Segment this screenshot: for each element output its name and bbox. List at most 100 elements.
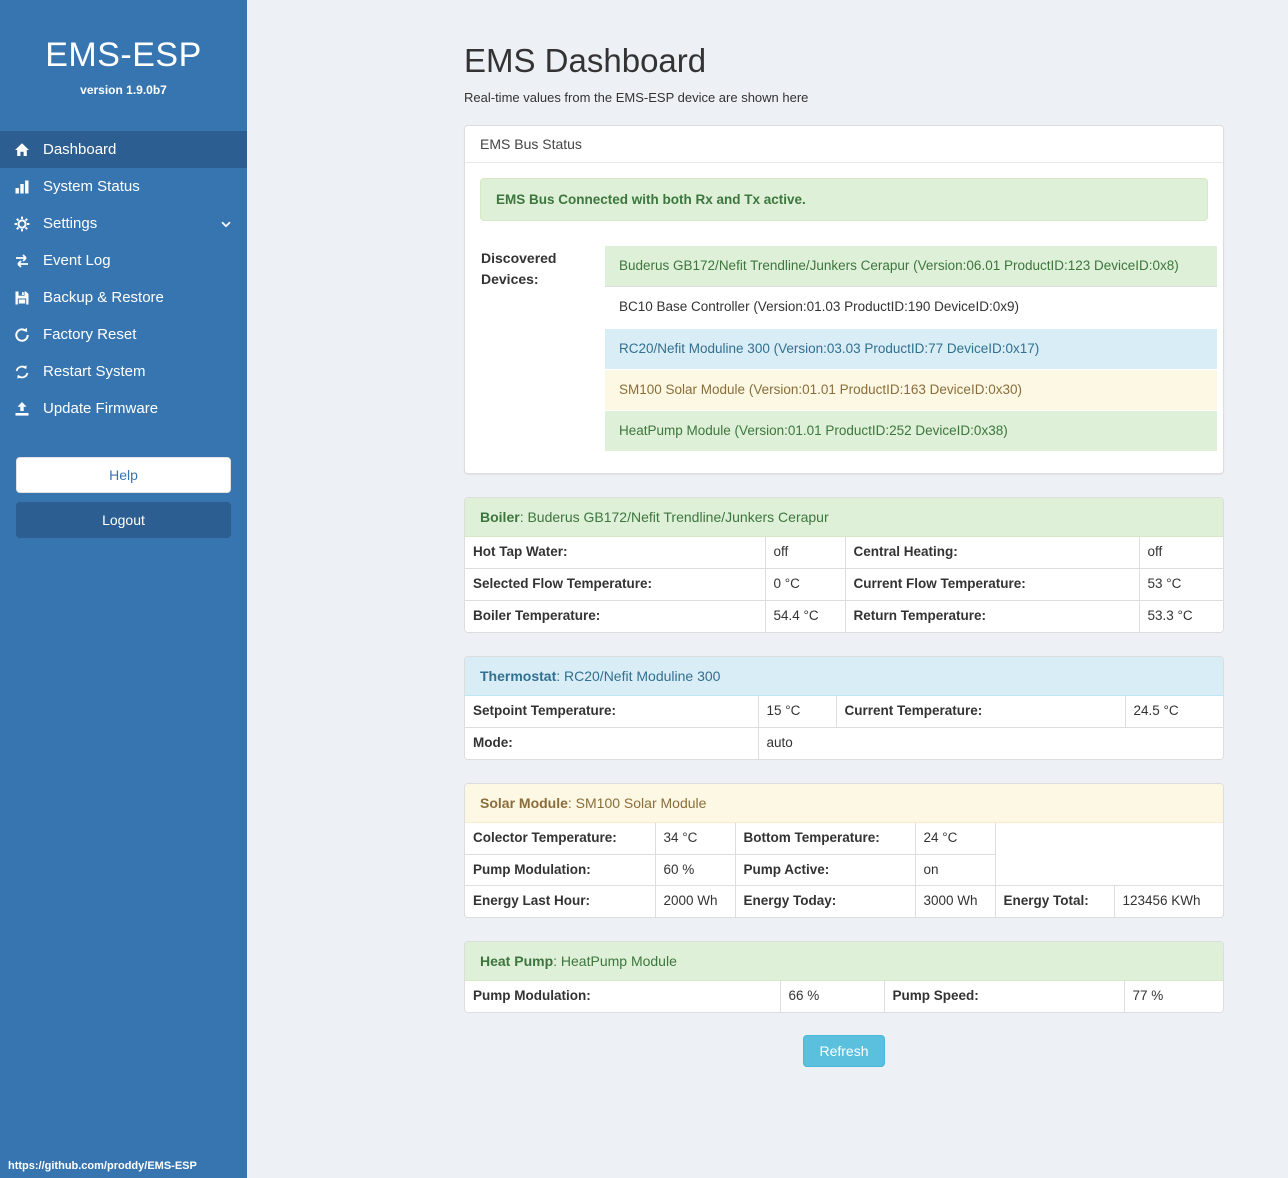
heat-pump-table: Pump Modulation: 66 % Pump Speed: 77 % <box>465 981 1223 1013</box>
ems-bus-status-title: EMS Bus Status <box>465 126 1223 163</box>
table-row: Setpoint Temperature: 15 °C Current Temp… <box>465 695 1223 728</box>
page-title: EMS Dashboard <box>464 42 707 79</box>
heatpump-pump-modulation-label: Pump Modulation: <box>465 981 781 1013</box>
sidebar-item-restart-system[interactable]: Restart System <box>0 353 247 390</box>
table-row: Boiler Temperature: 54.4 °C Return Tempe… <box>465 599 1223 632</box>
solar-pump-modulation-value: 60 % <box>654 853 736 887</box>
sidebar-item-factory-reset[interactable]: Factory Reset <box>0 316 247 353</box>
solar-pump-active-value: on <box>914 853 996 887</box>
boiler-return-temp-value: 53.3 °C <box>1138 599 1223 632</box>
home-icon <box>14 142 30 158</box>
table-row: Hot Tap Water: off Central Heating: off <box>465 537 1223 570</box>
thermostat-panel: Thermostat: RC20/Nefit Moduline 300 Setp… <box>464 655 1224 760</box>
boiler-return-temp-label: Return Temperature: <box>844 599 1140 632</box>
gear-icon <box>14 216 30 232</box>
github-link[interactable]: https://github.com/proddy/EMS-ESP <box>8 1160 197 1172</box>
solar-table: Colector Temperature: 34 °C Bottom Tempe… <box>465 822 1223 918</box>
boiler-title-device: : Buderus GB172/Nefit Trendline/Junkers … <box>519 509 829 526</box>
thermostat-setpoint-label: Setpoint Temperature: <box>465 695 759 728</box>
sidebar-item-system-status[interactable]: System Status <box>0 168 247 205</box>
thermostat-title-name: Thermostat <box>480 667 557 684</box>
ems-bus-status-panel: EMS Bus Status EMS Bus Connected with bo… <box>464 125 1224 475</box>
sidebar-item-label: System Status <box>43 178 140 195</box>
table-row: Pump Modulation: 66 % Pump Speed: 77 % <box>465 981 1223 1013</box>
solar-pump-active-label: Pump Active: <box>734 853 916 887</box>
boiler-central-heating-label: Central Heating: <box>844 537 1140 570</box>
sidebar-item-label: Update Firmware <box>43 400 159 417</box>
heatpump-pump-modulation-value: 66 % <box>779 981 885 1013</box>
device-list-item: Buderus GB172/Nefit Trendline/Junkers Ce… <box>605 246 1217 287</box>
device-list-item: RC20/Nefit Moduline 300 (Version:03.03 P… <box>605 327 1217 369</box>
sidebar-item-dashboard[interactable]: Dashboard <box>0 131 247 168</box>
device-list-item: SM100 Solar Module (Version:01.01 Produc… <box>605 368 1217 410</box>
sidebar-item-update-firmware[interactable]: Update Firmware <box>0 390 247 427</box>
solar-energy-today-label: Energy Today: <box>734 885 916 918</box>
boiler-panel-title: Boiler: Buderus GB172/Nefit Trendline/Ju… <box>465 498 1223 538</box>
discovered-devices-label: Discovered Devices: <box>481 250 557 287</box>
logout-button[interactable]: Logout <box>16 502 231 538</box>
sidebar-item-backup-restore[interactable]: Backup & Restore <box>0 279 247 316</box>
solar-panel-title: Solar Module: SM100 Solar Module <box>465 783 1223 823</box>
refresh-button[interactable]: Refresh <box>803 1035 885 1068</box>
table-row: Mode: auto <box>465 726 1223 759</box>
table-row: Colector Temperature: 34 °C Bottom Tempe… <box>465 822 1223 855</box>
boiler-selected-flow-label: Selected Flow Temperature: <box>465 568 766 601</box>
app-version: version 1.9.0b7 <box>80 83 167 97</box>
boiler-temperature-value: 54.4 °C <box>764 599 846 632</box>
heatpump-pump-speed-value: 77 % <box>1123 981 1223 1013</box>
thermostat-panel-title: Thermostat: RC20/Nefit Moduline 300 <box>465 656 1223 696</box>
heatpump-title-name: Heat Pump <box>480 953 554 970</box>
boiler-hot-tap-water-value: off <box>764 537 846 570</box>
boiler-hot-tap-water-label: Hot Tap Water: <box>465 537 766 570</box>
solar-pump-modulation-label: Pump Modulation: <box>465 853 656 887</box>
swap-arrows-icon <box>14 253 30 269</box>
sidebar-item-event-log[interactable]: Event Log <box>0 242 247 279</box>
empty-cell <box>994 822 1223 854</box>
solar-energy-last-hour-value: 2000 Wh <box>654 885 736 918</box>
app-brand: EMS-ESP <box>45 36 202 74</box>
heat-pump-panel: Heat Pump: HeatPump Module Pump Modulati… <box>464 941 1224 1014</box>
boiler-current-flow-value: 53 °C <box>1138 568 1223 601</box>
sidebar-item-label: Factory Reset <box>43 326 137 343</box>
reset-icon <box>14 327 30 343</box>
thermostat-setpoint-value: 15 °C <box>757 695 837 728</box>
thermostat-mode-label: Mode: <box>465 726 759 759</box>
discovered-devices-section: Discovered Devices: Buderus GB172/Nefit … <box>465 236 1223 473</box>
thermostat-table: Setpoint Temperature: 15 °C Current Temp… <box>465 695 1223 759</box>
boiler-selected-flow-value: 0 °C <box>764 568 846 601</box>
solar-module-panel: Solar Module: SM100 Solar Module Colecto… <box>464 782 1224 919</box>
sidebar: EMS-ESP version 1.9.0b7 Dashboard System… <box>0 0 247 1178</box>
heatpump-pump-speed-label: Pump Speed: <box>883 981 1125 1013</box>
solar-title-device: : SM100 Solar Module <box>567 794 707 811</box>
heat-pump-panel-title: Heat Pump: HeatPump Module <box>465 942 1223 982</box>
table-row: Energy Last Hour: 2000 Wh Energy Today: … <box>465 885 1223 918</box>
boiler-table: Hot Tap Water: off Central Heating: off … <box>465 537 1223 632</box>
boiler-current-flow-label: Current Flow Temperature: <box>844 568 1140 601</box>
main-content: EMS Dashboard Real-time values from the … <box>247 0 1288 1178</box>
thermostat-current-temp-label: Current Temperature: <box>835 695 1126 728</box>
sidebar-item-label: Backup & Restore <box>43 289 164 306</box>
boiler-panel: Boiler: Buderus GB172/Nefit Trendline/Ju… <box>464 497 1224 633</box>
sidebar-item-label: Dashboard <box>43 141 117 158</box>
sidebar-item-label: Restart System <box>43 363 146 380</box>
chevron-down-icon <box>219 217 233 231</box>
solar-collector-temp-value: 34 °C <box>654 822 736 855</box>
table-row: Pump Modulation: 60 % Pump Active: on <box>465 853 1223 887</box>
thermostat-current-temp-value: 24.5 °C <box>1124 695 1223 728</box>
page-subtitle: Real-time values from the EMS-ESP device… <box>464 90 809 105</box>
device-list-item: BC10 Base Controller (Version:01.03 Prod… <box>605 286 1217 328</box>
help-button[interactable]: Help <box>16 457 231 493</box>
sidebar-item-settings[interactable]: Settings <box>0 205 247 242</box>
solar-bottom-temp-value: 24 °C <box>914 822 996 855</box>
device-list: Buderus GB172/Nefit Trendline/Junkers Ce… <box>605 246 1217 452</box>
heatpump-title-device: : HeatPump Module <box>553 953 677 970</box>
solar-energy-total-label: Energy Total: <box>994 885 1115 918</box>
boiler-temperature-label: Boiler Temperature: <box>465 599 766 632</box>
restart-icon <box>14 364 30 380</box>
solar-energy-total-value: 123456 KWh <box>1113 885 1223 918</box>
solar-collector-temp-label: Colector Temperature: <box>465 822 656 855</box>
bar-chart-icon <box>14 179 30 195</box>
device-list-item: HeatPump Module (Version:01.01 ProductID… <box>605 410 1217 452</box>
thermostat-title-device: : RC20/Nefit Moduline 300 <box>556 667 721 684</box>
